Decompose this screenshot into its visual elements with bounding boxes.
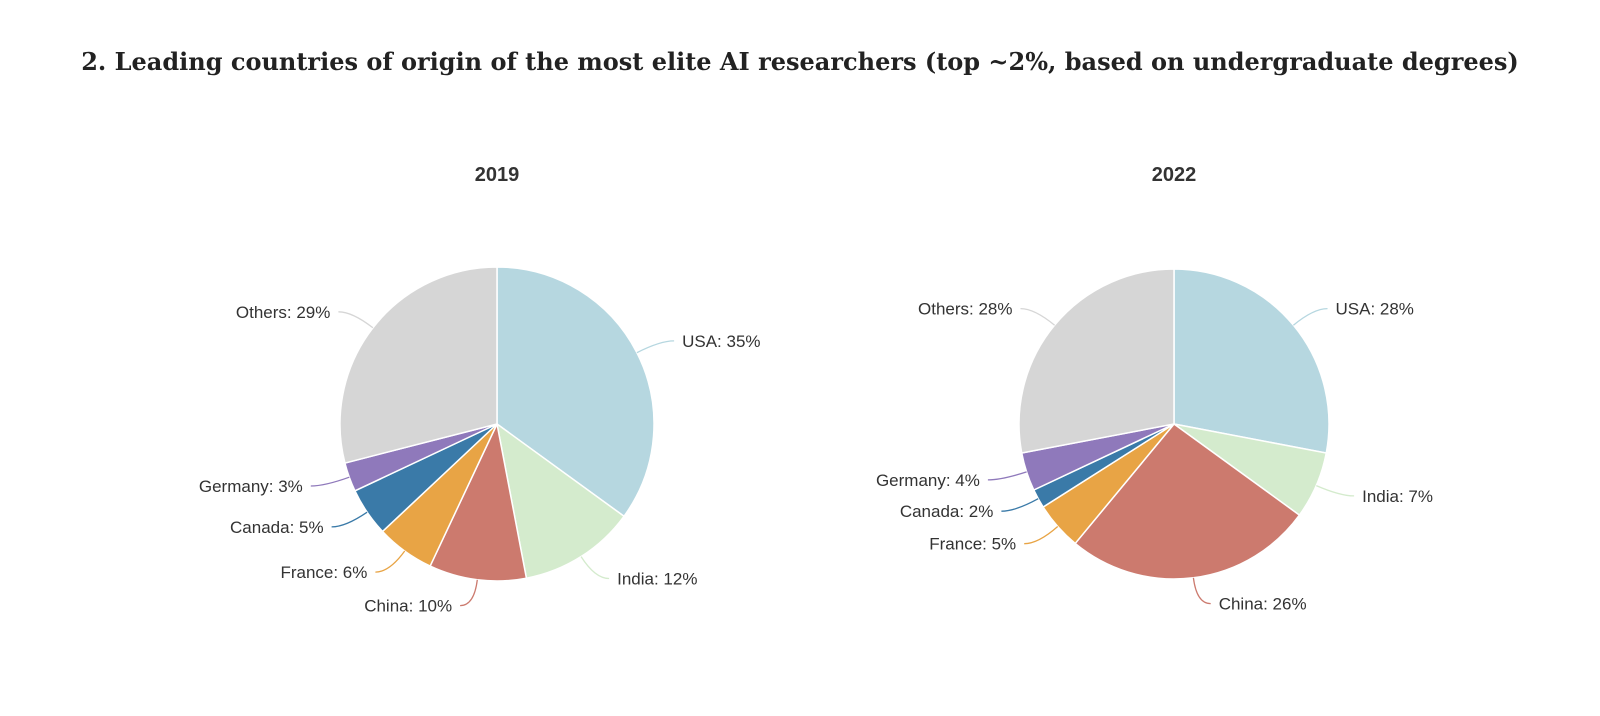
slice-label-2022-india: India: 7%	[1362, 487, 1433, 506]
slice-label-2022-canada: Canada: 2%	[900, 502, 994, 521]
slice-label-2019-usa: USA: 35%	[682, 332, 760, 351]
slice-label-2022-usa: USA: 28%	[1336, 300, 1414, 319]
leader-line-2022-france	[1024, 526, 1059, 545]
leader-line-2019-usa	[636, 340, 675, 354]
slice-label-2022-france: France: 5%	[929, 535, 1016, 554]
pie-slice-2019-india[interactable]	[495, 422, 626, 580]
slice-label-2019-others: Others: 29%	[236, 303, 331, 322]
leader-line-2019-canada	[331, 511, 368, 528]
leader-line-2019-india	[580, 556, 610, 580]
leader-line-2022-india	[1316, 485, 1355, 497]
leader-line-2022-china	[1192, 577, 1211, 605]
slice-label-2019-france: France: 6%	[280, 563, 367, 582]
slice-label-2019-china: China: 10%	[364, 597, 452, 616]
pie-title-2019: 2019	[475, 164, 520, 186]
leader-line-2022-germany	[987, 471, 1027, 481]
pie-slice-2019-usa[interactable]	[496, 266, 655, 518]
pie-slice-2022-china[interactable]	[1074, 422, 1301, 580]
pie-slice-2019-china[interactable]	[429, 421, 528, 582]
slice-label-2019-india: India: 12%	[617, 570, 697, 589]
leader-line-2019-france	[375, 550, 406, 573]
slice-label-2019-canada: Canada: 5%	[230, 518, 324, 537]
slice-label-2022-china: China: 26%	[1219, 595, 1307, 614]
slice-label-2022-germany: Germany: 4%	[876, 471, 980, 490]
leader-line-2022-others	[1020, 307, 1056, 326]
leader-line-2019-others	[338, 311, 374, 329]
pie-chart-2019: 2019 USA: 35% India: 12% China: 10% France: …	[199, 164, 761, 616]
pie-title-2022: 2022	[1152, 164, 1197, 186]
pie-slice-2022-usa[interactable]	[1173, 268, 1330, 454]
pie-slice-2022-others[interactable]	[1018, 268, 1175, 454]
pie-slice-2019-others[interactable]	[339, 266, 498, 464]
leader-line-2022-canada	[1001, 498, 1039, 512]
leader-line-2019-china	[460, 579, 478, 607]
slice-label-2022-others: Others: 28%	[918, 300, 1013, 319]
leader-line-2022-usa	[1292, 307, 1328, 326]
leader-line-2019-germany	[310, 476, 350, 487]
chart-title: 2. Leading countries of origin of the mo…	[81, 47, 1519, 76]
slice-label-2019-germany: Germany: 3%	[199, 477, 303, 496]
pie-chart-2022: 2022 USA: 28% India: 7% China: 26% France: 5…	[876, 164, 1433, 614]
